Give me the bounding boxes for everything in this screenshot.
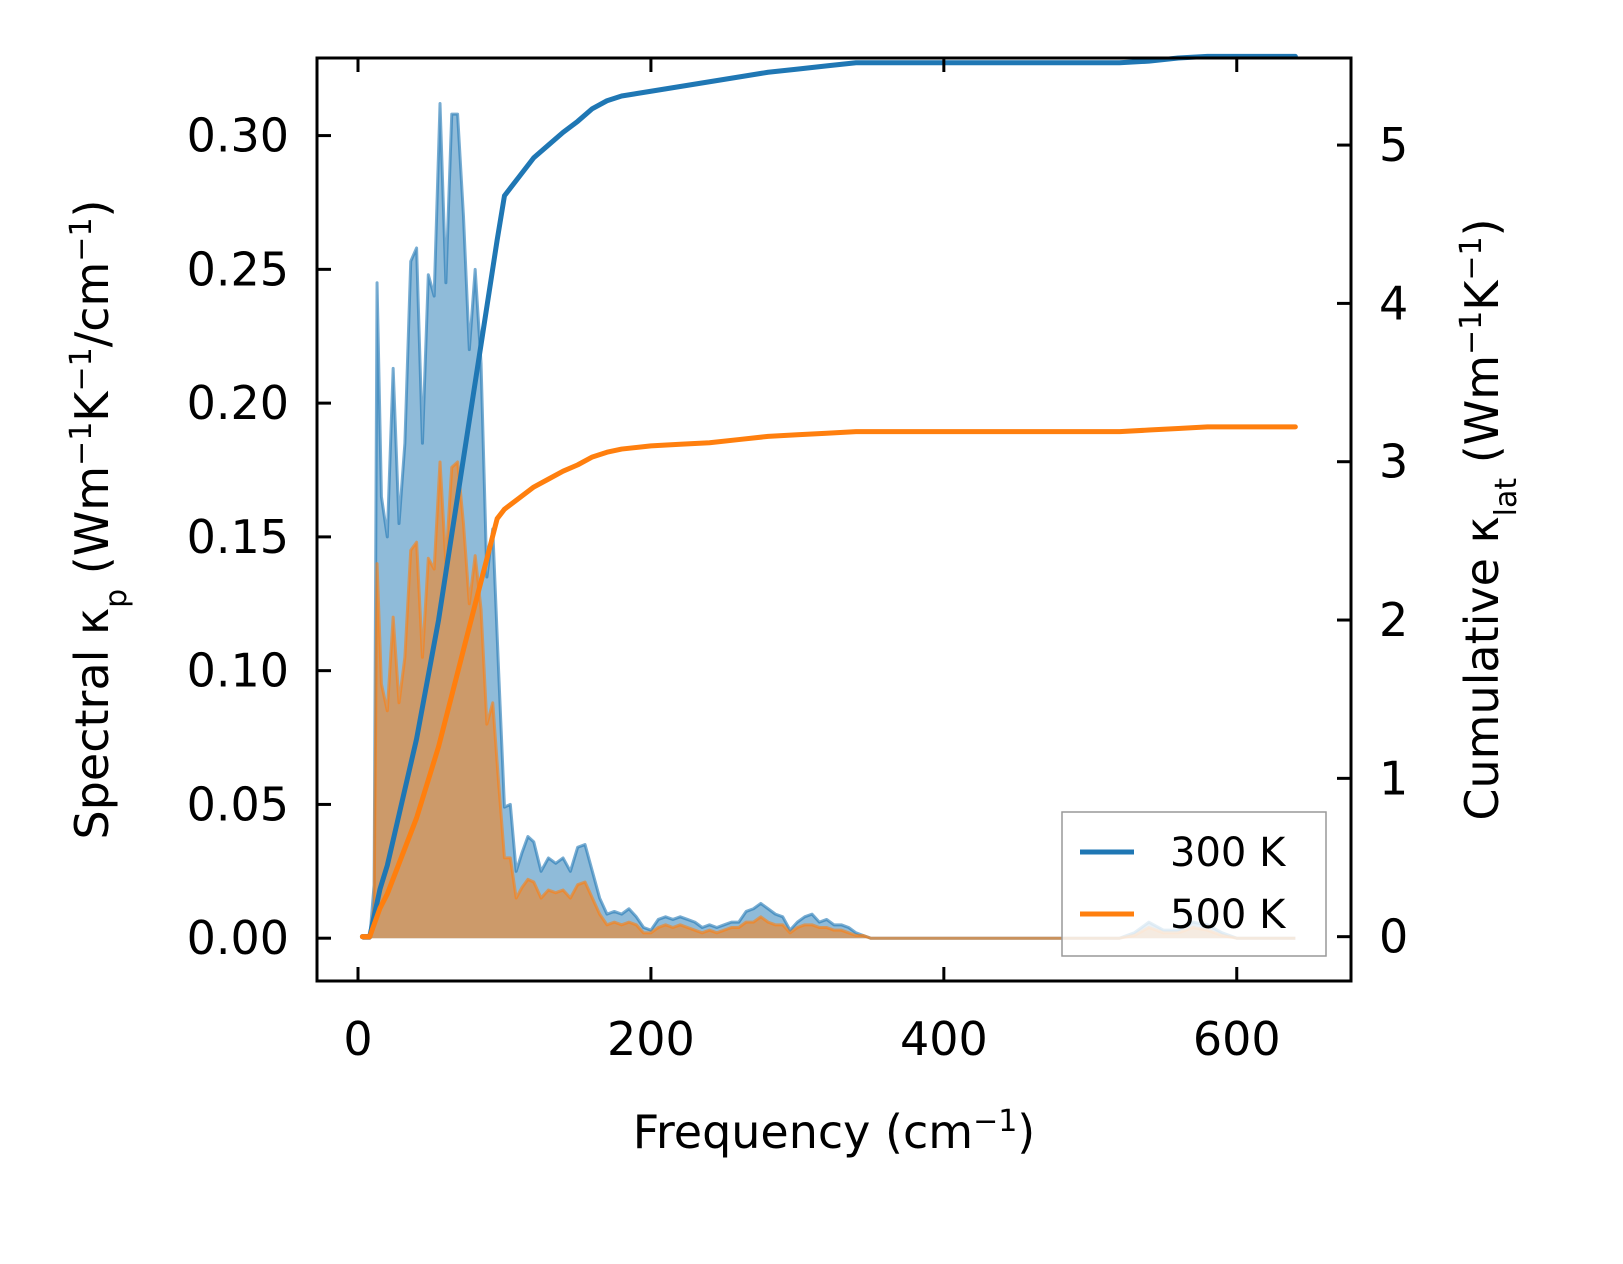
y-tick-label: 0.15 — [187, 510, 289, 564]
x-axis-title: Frequency (cm−1) — [633, 1104, 1036, 1160]
y2-tick-label: 5 — [1379, 118, 1408, 172]
x-tick-label: 400 — [900, 1012, 988, 1066]
y-tick-label: 0.30 — [187, 109, 289, 163]
x-tick-label: 600 — [1193, 1012, 1281, 1066]
axes-frame — [315, 56, 1353, 983]
legend: 300 K 500 K — [1061, 811, 1327, 957]
spectral-line-300k — [362, 101, 1296, 940]
y2-tick-label: 4 — [1379, 276, 1408, 330]
y-tick-label: 0.00 — [187, 911, 289, 965]
y-axis-right: 0 1 2 3 4 5 — [1337, 118, 1408, 964]
legend-box — [1061, 811, 1327, 957]
y-tick-label: 0.20 — [187, 376, 289, 430]
x-axis: 0 200 400 600 — [343, 58, 1281, 1066]
cumulative-line-500k — [359, 424, 1298, 940]
y-tick-label: 0.25 — [187, 242, 289, 296]
legend-label-300k: 300 K — [1170, 830, 1287, 876]
x-tick-label: 0 — [343, 1012, 372, 1066]
x-tick-label: 200 — [607, 1012, 695, 1066]
y-tick-label: 0.10 — [187, 644, 289, 698]
cumulative-line-300k — [359, 53, 1298, 940]
y-axis-left-title: Spectral κp (Wm−1K−1/cm−1) — [64, 200, 134, 840]
legend-label-500k: 500 K — [1170, 892, 1287, 938]
y-axis-left: 0.00 0.05 0.10 0.15 0.20 0.25 0.30 — [187, 109, 331, 965]
y2-tick-label: 2 — [1379, 593, 1408, 647]
spectral-line-500k — [362, 460, 1296, 940]
y2-tick-label: 1 — [1379, 751, 1408, 805]
y2-tick-label: 0 — [1379, 910, 1408, 964]
plot-area — [359, 53, 1298, 940]
y-tick-label: 0.05 — [187, 777, 289, 831]
y2-tick-label: 3 — [1379, 435, 1408, 489]
y-axis-right-title: Cumulative κlat (Wm−1K−1) — [1454, 218, 1524, 820]
